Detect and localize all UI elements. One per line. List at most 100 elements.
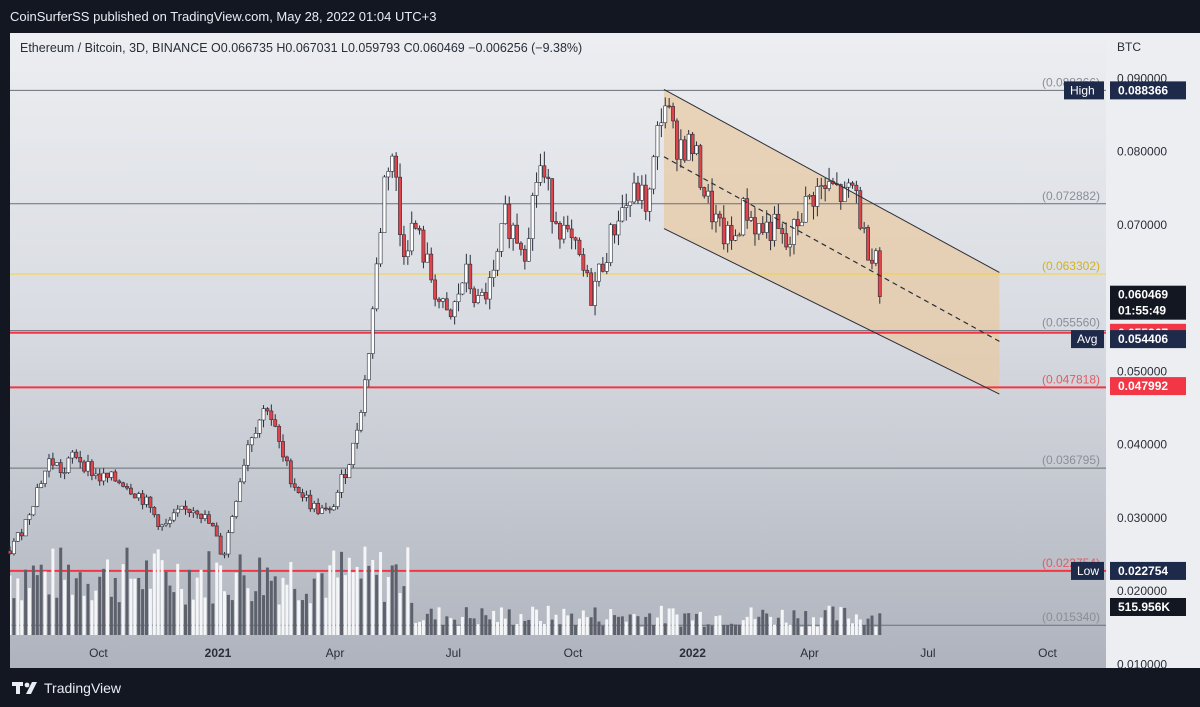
volume-bar — [480, 608, 484, 635]
candle-body — [542, 165, 547, 178]
candle-body — [753, 217, 757, 235]
candle-body — [140, 493, 145, 505]
candle-body — [608, 224, 613, 263]
channel-lower-line — [663, 228, 1000, 395]
candle-body — [343, 474, 348, 479]
candle-body — [472, 288, 477, 304]
candle-body — [745, 198, 750, 221]
candle-body — [526, 238, 531, 262]
candle-body — [550, 178, 555, 222]
volume-bar — [113, 577, 117, 635]
candle-body — [78, 457, 83, 463]
candle-body — [164, 523, 168, 526]
candle-body — [246, 444, 250, 466]
candle-body — [764, 221, 769, 233]
candle-body — [51, 458, 55, 466]
candle-body — [733, 235, 738, 241]
volume-bar — [160, 560, 164, 635]
candle-body — [421, 229, 426, 263]
candle-body — [253, 433, 258, 439]
candle-body — [667, 105, 672, 108]
volume-bar — [675, 614, 679, 635]
candle-body — [721, 217, 726, 245]
candle-body — [624, 205, 629, 208]
candle-body — [405, 250, 410, 258]
volume-bar — [238, 554, 242, 635]
candle-body — [686, 133, 691, 161]
x-tick-label: Jul — [920, 646, 935, 660]
volume-bar — [351, 572, 355, 635]
candle-body — [226, 532, 231, 555]
volume-bar — [542, 624, 546, 635]
candle-body — [838, 184, 843, 202]
volume-bar — [308, 603, 312, 635]
candle-body — [222, 553, 227, 556]
volume-bar — [722, 625, 726, 635]
volume-bar — [121, 564, 125, 635]
volume-bar — [43, 571, 47, 635]
candle-body — [675, 120, 679, 160]
candle-body — [320, 507, 324, 514]
volume-bar — [359, 578, 363, 635]
candle-body — [62, 472, 67, 474]
candle-body — [304, 494, 309, 498]
volume-bar — [106, 559, 110, 635]
candle-body — [58, 462, 63, 474]
volume-bar — [102, 568, 106, 635]
candle-body — [682, 139, 687, 161]
candle-body — [331, 506, 336, 511]
volume-bar — [386, 576, 390, 635]
candle-body — [448, 309, 453, 318]
volume-bar — [156, 549, 160, 635]
volume-bar — [811, 617, 815, 635]
candle-body — [261, 408, 266, 421]
candle-body — [23, 519, 28, 537]
candle-body — [390, 155, 395, 172]
candle-body — [152, 507, 157, 516]
volume-bar — [332, 550, 336, 635]
candle-body — [35, 487, 40, 507]
volume-bar — [550, 619, 554, 635]
volume-bar — [168, 585, 172, 635]
candle-body — [503, 203, 508, 225]
candle-body — [230, 516, 235, 533]
candle-body — [460, 282, 465, 295]
candle-body — [616, 220, 621, 236]
candle-body — [238, 481, 243, 502]
candle-body — [569, 228, 574, 239]
y-tick-label: 0.020000 — [1117, 584, 1167, 598]
candle-body — [132, 493, 137, 499]
volume-bar — [870, 615, 874, 635]
volume-bar — [577, 618, 581, 635]
candle-body — [651, 156, 656, 190]
tradingview-brand[interactable]: TradingView — [12, 680, 121, 696]
candle-body — [308, 494, 313, 510]
volume-bar — [277, 604, 281, 635]
candle-body — [54, 462, 59, 466]
candle-body — [756, 223, 761, 235]
volume-bar — [823, 610, 827, 635]
candle-body — [366, 353, 371, 381]
volume-bar — [343, 575, 347, 635]
volume-bar — [772, 624, 776, 635]
candle-body — [437, 298, 441, 302]
volume-bar — [67, 564, 71, 635]
volume-bar — [753, 619, 757, 635]
price-label-box — [1110, 301, 1186, 320]
volume-bar — [683, 613, 687, 635]
volume-bar — [585, 617, 589, 635]
volume-bar — [226, 594, 230, 635]
candle-body — [203, 514, 207, 519]
volume-bar — [297, 600, 301, 635]
volume-bar — [289, 561, 293, 635]
level-label: (0.015340) — [1042, 610, 1100, 624]
volume-bar — [414, 622, 418, 635]
candle-body — [507, 203, 512, 239]
candle-body — [741, 198, 746, 236]
candle-body — [374, 263, 379, 310]
x-tick-label: Oct — [1038, 646, 1057, 660]
volume-bar — [55, 597, 59, 635]
candle-body — [737, 234, 742, 237]
volume-bar — [839, 607, 843, 635]
volume-bar — [628, 614, 632, 635]
